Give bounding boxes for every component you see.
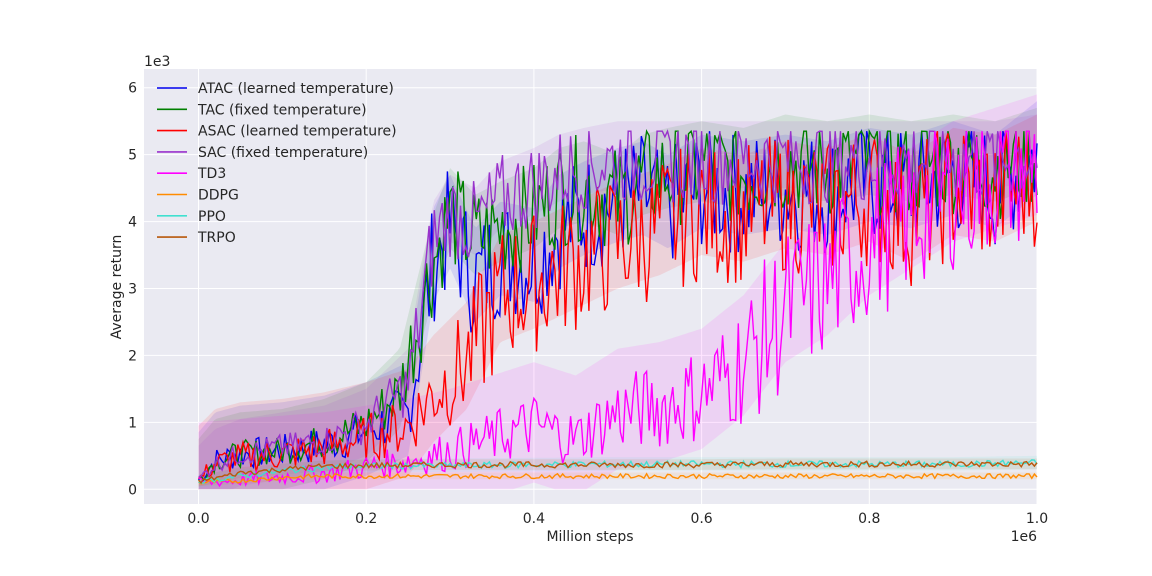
- confidence-band: [198, 107, 1037, 490]
- series-line: [198, 459, 1038, 484]
- confidence-band: [198, 114, 1037, 490]
- y-tick-label: 3: [128, 282, 137, 298]
- series-lines: [197, 128, 1038, 488]
- y-tick-label: 1: [128, 415, 137, 431]
- y-offset-label: 1e3: [144, 54, 170, 70]
- x-tick-label: 0.6: [690, 511, 712, 527]
- x-tick-label: 0.4: [523, 511, 545, 527]
- x-offset-label: 1e6: [1011, 529, 1038, 545]
- y-tick-labels: 0 1 2 3 4 5 6: [128, 81, 137, 499]
- y-tick-label: 2: [128, 348, 137, 364]
- y-tick-label: 4: [128, 215, 137, 231]
- legend-label: TRPO: [197, 230, 236, 246]
- series-line: [198, 130, 1038, 488]
- y-tick-label: 0: [128, 482, 137, 498]
- y-axis-label: Average return: [109, 235, 125, 340]
- y-tick-label: 6: [128, 81, 137, 97]
- series-line: [198, 472, 1038, 485]
- legend-label: PPO: [198, 209, 226, 225]
- confidence-band: [198, 114, 1037, 490]
- x-tick-label: 0.0: [187, 511, 209, 527]
- legend-label: SAC (fixed temperature): [198, 145, 368, 161]
- x-axis-label: Million steps: [546, 529, 633, 545]
- series-line: [197, 131, 1038, 480]
- legend-label: ASAC (learned temperature): [198, 124, 397, 140]
- x-tick-label: 0.2: [355, 511, 377, 527]
- y-tick-label: 5: [128, 148, 137, 164]
- legend-label: TAC (fixed temperature): [197, 102, 367, 118]
- x-tick-label: 0.8: [858, 511, 880, 527]
- legend: ATAC (learned temperature) TAC (fixed tem…: [157, 81, 397, 246]
- legend-label: TD3: [197, 166, 226, 182]
- legend-label: ATAC (learned temperature): [198, 81, 394, 97]
- series-line: [197, 459, 1038, 484]
- legend-label: DDPG: [198, 188, 239, 204]
- x-tick-label: 1.0: [1026, 511, 1048, 527]
- x-tick-labels: 0.0 0.2 0.4 0.6 0.8 1.0: [187, 511, 1048, 527]
- series-line: [198, 129, 1038, 478]
